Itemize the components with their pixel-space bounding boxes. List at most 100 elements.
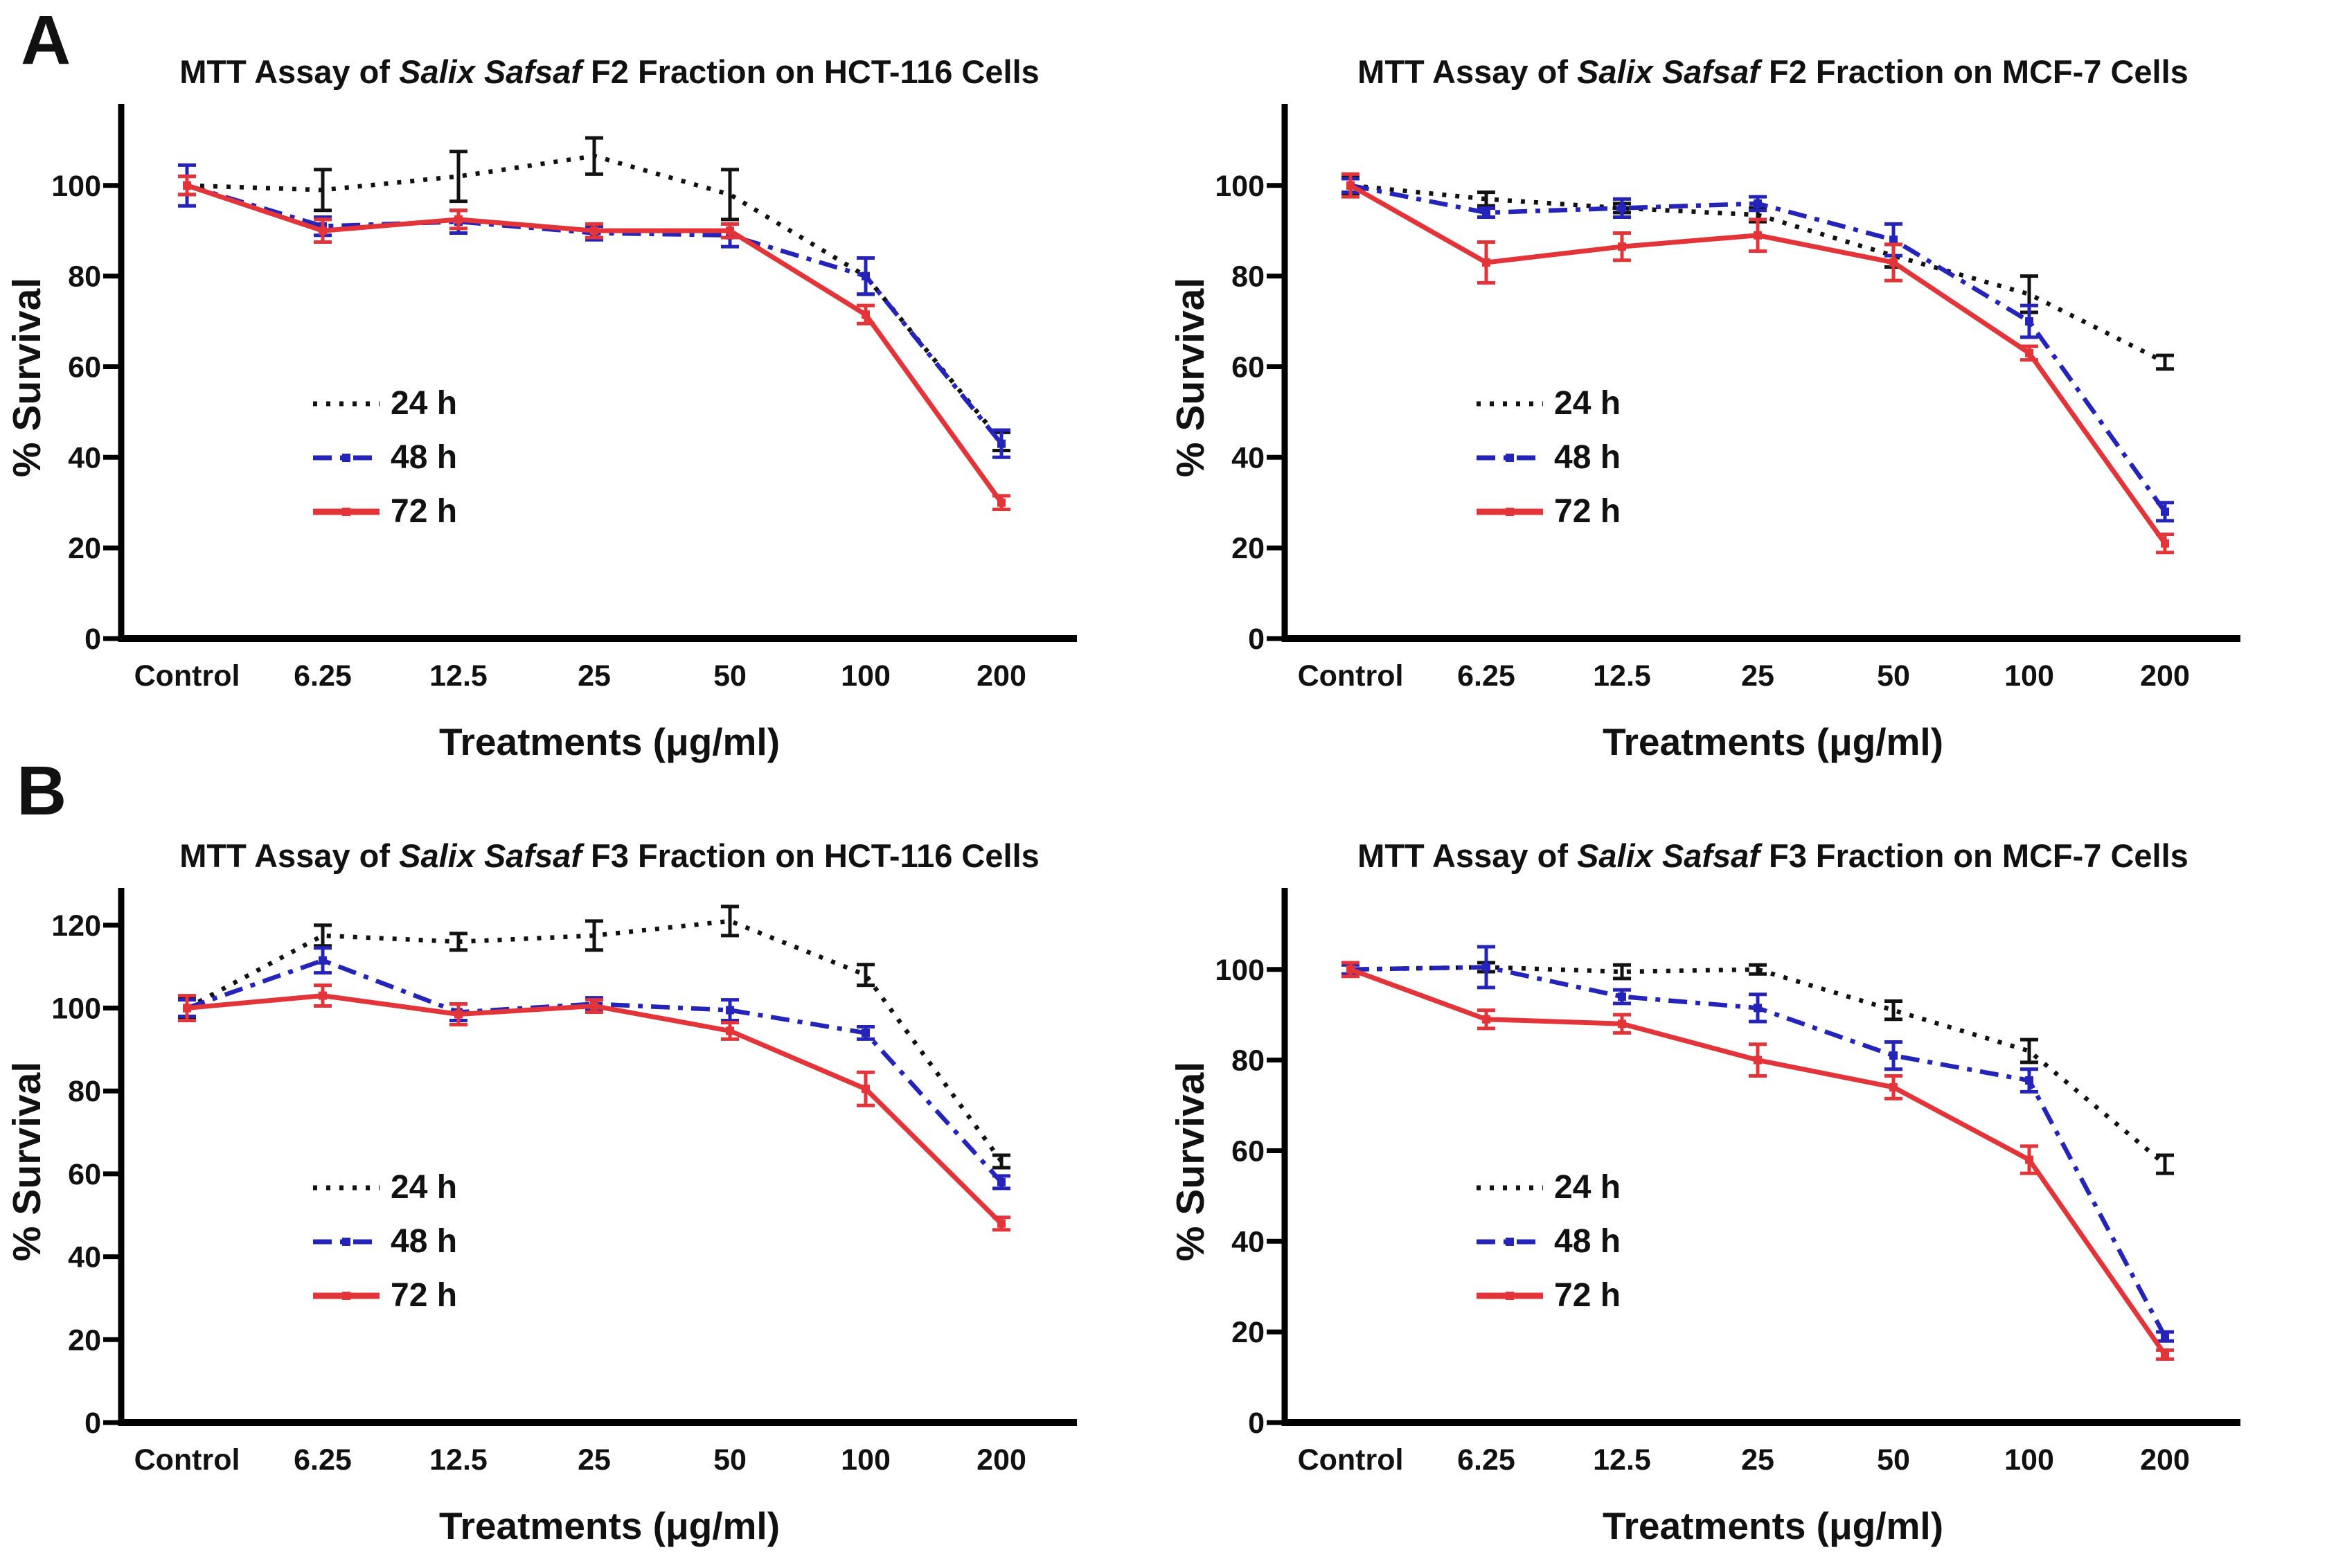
legend-label: 48 h xyxy=(391,1223,457,1260)
chart-title: MTT Assay of Salix Safsaf F3 Fraction on… xyxy=(1357,837,2188,874)
data-point-marker xyxy=(1754,231,1762,240)
legend-item: 48 h xyxy=(313,1223,457,1260)
series-48-h xyxy=(1341,945,2174,1343)
data-point-marker xyxy=(1482,258,1490,267)
y-axis-title: % Survival xyxy=(1168,1062,1213,1261)
x-tick-label: 12.5 xyxy=(1593,1443,1651,1477)
data-point-marker xyxy=(1482,963,1490,972)
data-point-marker xyxy=(862,310,870,319)
series-line xyxy=(186,153,1004,443)
x-tick-label: 100 xyxy=(2004,659,2054,693)
data-point-marker xyxy=(1889,258,1898,267)
x-tick-label: 12.5 xyxy=(1593,659,1651,693)
x-axis-title: Treatments (μg/ml) xyxy=(439,720,780,763)
y-tick-label: 120 xyxy=(51,909,101,943)
x-tick-label: 25 xyxy=(1741,1443,1774,1477)
legend-item: 72 h xyxy=(1477,1277,1621,1314)
x-tick-label: 12.5 xyxy=(429,659,488,693)
legend-label: 24 h xyxy=(1554,1169,1621,1206)
legend-sample-marker xyxy=(1506,454,1514,462)
series-48-h xyxy=(178,946,1010,1191)
y-tick-label: 80 xyxy=(68,1075,101,1108)
x-tick-label: 50 xyxy=(1877,659,1910,693)
data-point-marker xyxy=(1889,1083,1898,1092)
legend-sample-marker xyxy=(342,1292,350,1300)
y-tick-label: 20 xyxy=(68,532,101,565)
series-24-h xyxy=(178,905,1010,1170)
x-tick-label: 100 xyxy=(2004,1443,2054,1477)
y-tick-label: 100 xyxy=(51,170,101,203)
x-tick-label: Control xyxy=(1298,1443,1404,1477)
x-tick-label: 100 xyxy=(841,1443,891,1477)
y-tick-label: 60 xyxy=(1231,350,1265,384)
x-tick-label: 25 xyxy=(1741,659,1774,693)
y-tick-label: 40 xyxy=(68,441,101,474)
y-tick-label: 80 xyxy=(1231,1044,1265,1078)
x-axis-title: Treatments (μg/ml) xyxy=(1603,720,1943,763)
legend-item: 24 h xyxy=(313,1169,457,1206)
y-tick-label: 20 xyxy=(68,1324,101,1357)
x-tick-label: 12.5 xyxy=(429,1443,488,1477)
data-point-marker xyxy=(1618,242,1626,251)
legend-sample-marker xyxy=(1506,508,1514,516)
series-72-h xyxy=(1341,961,2174,1361)
panel-label-b: B xyxy=(17,752,67,830)
legend-label: 72 h xyxy=(1554,493,1621,530)
legend-sample-marker xyxy=(342,454,350,462)
legend-item: 72 h xyxy=(1477,493,1621,530)
legend-item: 72 h xyxy=(313,493,457,530)
series-24-h xyxy=(178,136,1010,452)
data-point-marker xyxy=(862,271,870,280)
y-tick-label: 0 xyxy=(1248,623,1265,656)
y-tick-label: 80 xyxy=(68,260,101,294)
legend-sample-marker xyxy=(342,1238,350,1246)
data-point-marker xyxy=(2025,348,2033,357)
y-axis-title: % Survival xyxy=(5,1062,49,1261)
chart-title: MTT Assay of Salix Safsaf F2 Fraction on… xyxy=(179,53,1040,90)
data-point-marker xyxy=(1754,1004,1762,1013)
legend-label: 24 h xyxy=(391,1169,457,1206)
series-line xyxy=(1349,967,2167,1356)
legend-label: 72 h xyxy=(391,493,457,530)
x-tick-label: Control xyxy=(134,659,240,693)
y-axis-title: % Survival xyxy=(5,278,49,477)
series-line xyxy=(186,918,1004,1163)
data-point-marker xyxy=(997,498,1006,507)
y-tick-label: 40 xyxy=(1231,441,1265,474)
y-tick-label: 100 xyxy=(1215,954,1265,987)
data-point-marker xyxy=(590,226,598,235)
legend-label: 24 h xyxy=(391,385,457,422)
data-point-marker xyxy=(1618,1019,1626,1028)
data-point-marker xyxy=(1482,208,1490,217)
y-axis-title: % Survival xyxy=(1168,278,1213,477)
data-point-marker xyxy=(2025,1076,2033,1085)
data-point-marker xyxy=(2025,317,2033,326)
chart-f3-mcf7: 0 20 40 60 80 100 Control 6.25 12.5 25 50 100 200 MTT… xyxy=(1168,837,2240,1547)
data-point-marker xyxy=(183,1004,191,1013)
x-tick-label: 6.25 xyxy=(294,659,352,693)
x-tick-label: 6.25 xyxy=(1457,659,1515,693)
panel-label-a: A xyxy=(21,1,71,79)
series-48-h xyxy=(178,163,1010,459)
series-72-h xyxy=(178,983,1010,1232)
x-axis-title: Treatments (μg/ml) xyxy=(439,1504,780,1547)
chart-f2-hct116: 0 20 40 60 80 100 Control 6.25 12.5 25 50 100 200 MTT… xyxy=(5,53,1077,763)
data-point-marker xyxy=(997,1177,1006,1186)
chart-title: MTT Assay of Salix Safsaf F3 Fraction on… xyxy=(179,837,1040,874)
data-point-marker xyxy=(2025,1155,2033,1164)
legend-label: 48 h xyxy=(391,439,457,476)
series-72-h xyxy=(1341,172,2174,555)
legend-item: 48 h xyxy=(1477,439,1621,476)
y-tick-label: 80 xyxy=(1231,260,1265,294)
chart-f2-mcf7: 0 20 40 60 80 100 Control 6.25 12.5 25 50 100 200 MTT… xyxy=(1168,53,2240,763)
y-tick-label: 40 xyxy=(1231,1225,1265,1258)
x-tick-label: Control xyxy=(1298,659,1404,693)
y-tick-label: 0 xyxy=(84,1407,101,1440)
x-tick-label: 25 xyxy=(578,659,611,693)
x-tick-label: 50 xyxy=(713,659,747,693)
data-point-marker xyxy=(319,226,327,235)
data-point-marker xyxy=(1889,1051,1898,1060)
data-point-marker xyxy=(1482,1015,1490,1024)
x-tick-label: 200 xyxy=(2140,1443,2190,1477)
